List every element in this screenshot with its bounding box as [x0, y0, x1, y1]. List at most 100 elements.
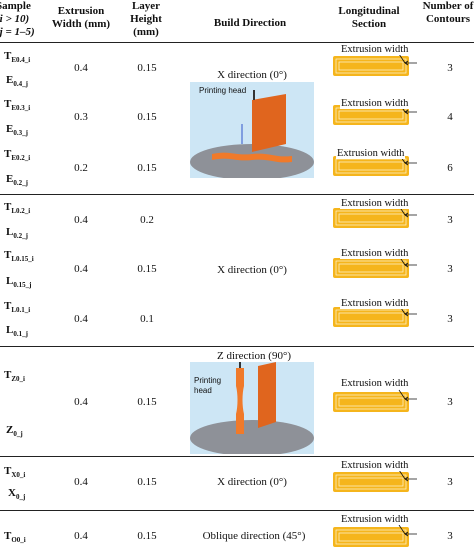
layer-height-value: 0.15: [137, 476, 157, 488]
section-body: [333, 208, 409, 228]
layer-height-value: 0.15: [137, 62, 157, 74]
group-rule: [0, 510, 474, 511]
pointer-arrow: [398, 524, 417, 537]
extrusion-width-label: Extrusion width: [340, 298, 410, 309]
group-rule: [0, 194, 474, 195]
build-direction-text: Oblique direction (45°): [202, 530, 306, 542]
contours-value: 3: [447, 530, 453, 542]
build-direction-text: X direction (0°): [217, 476, 287, 488]
header-longitudinal-section: Longitudinal Section: [338, 5, 400, 30]
layer-height-value: 0.1: [140, 313, 154, 325]
header-rule: [0, 42, 474, 43]
contours-value: 3: [447, 263, 453, 275]
section-body: [333, 56, 409, 76]
header-extrusion-width: Extrusion Width (mm): [51, 5, 111, 30]
extrusion-width-value: 0.3: [74, 111, 88, 123]
pointer-arrow: [398, 102, 417, 115]
contour-line: [335, 158, 407, 174]
longitudinal-section-graphic: [333, 469, 417, 492]
contours-value: 3: [447, 313, 453, 325]
build-direction-text: X direction (0°): [217, 69, 287, 81]
extrusion-width-label: Extrusion width: [340, 514, 410, 525]
header-layer-height: Layer Height (mm): [130, 0, 162, 38]
sample-label: L0.15_j: [6, 275, 32, 290]
build-direction-text: X direction (0°): [217, 264, 287, 276]
pointer-arrow: [398, 205, 417, 218]
contour-rectangle: [333, 304, 417, 327]
contours-value: 4: [447, 111, 453, 123]
extrusion-width-value: 0.4: [74, 62, 88, 74]
sample-label: L0.1_j: [6, 324, 28, 339]
contour-line: [335, 474, 407, 490]
contour-line: [338, 477, 404, 487]
contour-line: [335, 309, 407, 325]
extrusion-width-label: Extrusion width: [336, 148, 406, 159]
group-rule: [0, 346, 474, 347]
contour-rectangle: [333, 153, 417, 176]
contours-value: 3: [447, 396, 453, 408]
longitudinal-section-graphic: [333, 524, 417, 547]
sample-label: E0.2_j: [6, 173, 28, 188]
contour-line: [335, 394, 407, 410]
extrusion-width-label: Extrusion width: [340, 198, 410, 209]
contours-value: 3: [447, 214, 453, 226]
section-body: [333, 392, 409, 412]
pointer-arrow: [398, 389, 417, 402]
printing-head-label: Printing head: [194, 376, 222, 395]
section-body: [333, 472, 409, 492]
extrusion-width-value: 0.4: [74, 214, 88, 226]
header-build-direction: Build Direction: [213, 17, 287, 29]
sample-label: TL0.15_i: [4, 249, 34, 264]
contour-line: [335, 260, 407, 276]
layer-height-value: 0.15: [137, 396, 157, 408]
header-number-of-contours: Number of Contours: [422, 0, 474, 25]
extrusion-width-value: 0.2: [74, 162, 88, 174]
contour-line: [338, 213, 404, 223]
sample-label: TL0.1_i: [4, 300, 31, 315]
contours-value: 3: [447, 476, 453, 488]
contour-line: [338, 312, 404, 322]
pointer-arrow: [398, 153, 417, 166]
extrusion-width-value: 0.4: [74, 476, 88, 488]
layer-height-value: 0.15: [137, 530, 157, 542]
layer-height-value: 0.15: [137, 111, 157, 123]
extrusion-width-label: Extrusion width: [340, 460, 410, 471]
extrusion-width-value: 0.4: [74, 396, 88, 408]
section-body: [333, 258, 409, 278]
contour-rectangle: [333, 389, 417, 412]
section-body: [333, 156, 409, 176]
contour-line: [338, 61, 404, 71]
contour-line: [338, 161, 404, 171]
section-body: [333, 105, 409, 125]
sample-label: TE0.3_i: [4, 98, 31, 113]
sample-label: E0.3_j: [6, 123, 28, 138]
contour-line: [335, 210, 407, 226]
section-body: [333, 307, 409, 327]
contour-line: [338, 110, 404, 120]
contour-rectangle: [333, 255, 417, 278]
sample-label: Z0_j: [6, 424, 23, 439]
contour-line: [338, 397, 404, 407]
sample-label: E0.4_j: [6, 74, 28, 89]
contours-value: 3: [447, 62, 453, 74]
sample-label: TZ0_i: [4, 369, 25, 384]
printing-setup-image-z: [190, 362, 314, 454]
pointer-arrow: [398, 53, 417, 66]
extrusion-width-value: 0.4: [74, 263, 88, 275]
longitudinal-section-graphic: [333, 255, 417, 278]
contour-rectangle: [333, 205, 417, 228]
pointer-arrow: [398, 469, 417, 482]
longitudinal-section-graphic: [333, 304, 417, 327]
sample-label: TO0_i: [4, 530, 26, 545]
layer-height-value: 0.15: [137, 263, 157, 275]
layer-height-value: 0.2: [140, 214, 154, 226]
section-body: [333, 527, 409, 547]
pointer-arrow: [398, 255, 417, 268]
sample-label: L0.2_j: [6, 226, 28, 241]
pointer-arrow: [398, 304, 417, 317]
contour-line: [338, 532, 404, 542]
layer-height-value: 0.15: [137, 162, 157, 174]
printing-setup-image-x: [190, 82, 314, 178]
contour-line: [335, 58, 407, 74]
sample-label: X0_j: [8, 487, 26, 502]
